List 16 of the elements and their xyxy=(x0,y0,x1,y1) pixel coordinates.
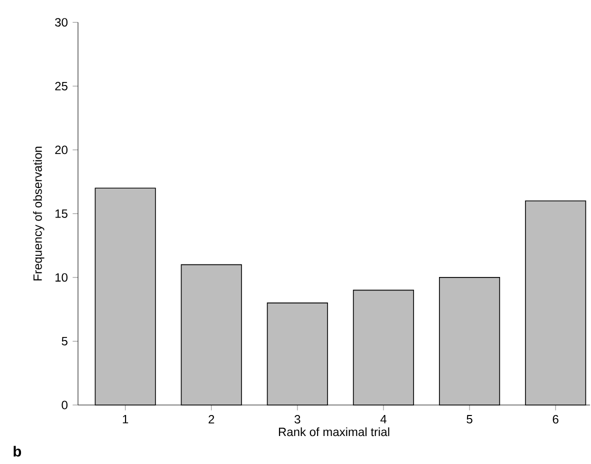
y-axis-title: Frequency of observation xyxy=(33,146,44,280)
x-tick-label: 4 xyxy=(380,415,386,424)
x-tick-label: 6 xyxy=(552,415,558,424)
x-axis-title: Rank of maximal trial xyxy=(278,427,390,436)
text: b xyxy=(14,446,22,457)
y-tick-label: 25 xyxy=(55,82,68,90)
x-tick-label: 3 xyxy=(294,415,300,424)
x-tick-label: 2 xyxy=(208,415,214,424)
x-tick-label: 5 xyxy=(466,415,472,424)
y-tick-label: 20 xyxy=(55,146,68,154)
y-tick-label: 0 xyxy=(62,400,68,410)
y-tick-label: 15 xyxy=(56,209,68,218)
y-tick-label: 5 xyxy=(62,337,68,346)
y-tick-label: 10 xyxy=(56,273,68,282)
x-tick-label: 1 xyxy=(122,415,128,424)
y-tick-label: 30 xyxy=(55,18,68,27)
